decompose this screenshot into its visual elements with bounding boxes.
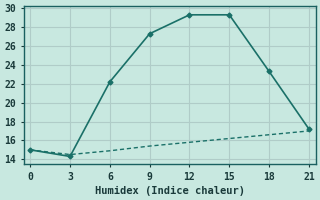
X-axis label: Humidex (Indice chaleur): Humidex (Indice chaleur) [95,186,244,196]
